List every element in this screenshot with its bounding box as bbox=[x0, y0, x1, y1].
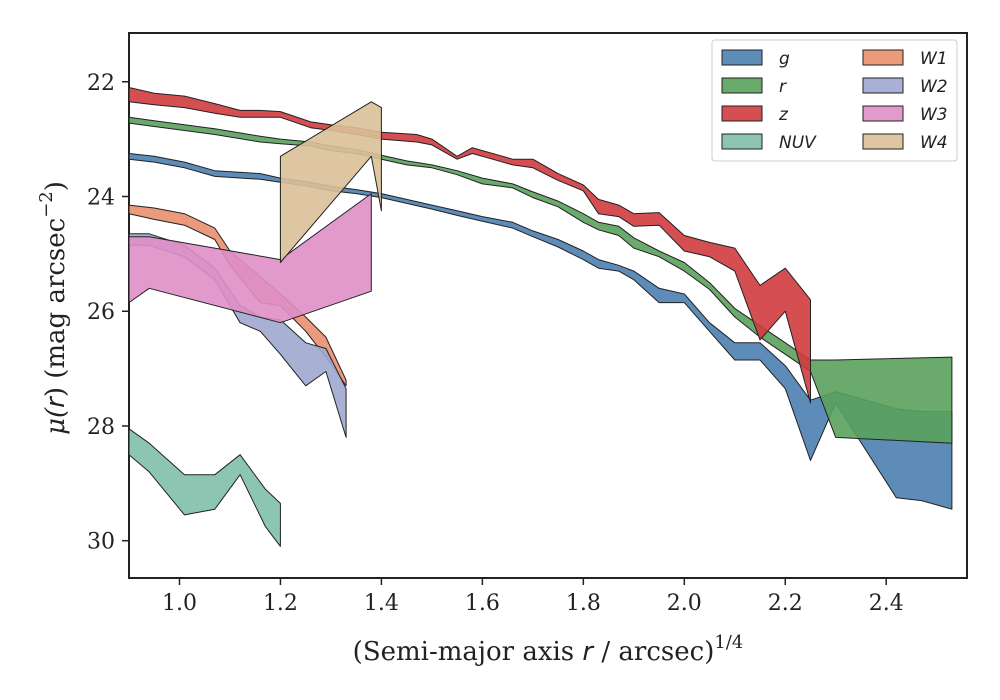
legend-swatch-nuv bbox=[721, 133, 763, 150]
x-tick-label: 2.4 bbox=[869, 591, 904, 616]
series-band-g bbox=[128, 153, 953, 510]
legend-swatch-w2 bbox=[862, 77, 904, 94]
legend: grz NUV W1 W2 W3 W4 bbox=[711, 39, 958, 162]
legend-label-nuv: NUV bbox=[779, 133, 817, 153]
legend-swatch-z bbox=[721, 105, 763, 122]
x-axis-ticks: 1.0 1.2 1.4 1.6 1.8 2.0 2.2 2.4 bbox=[162, 578, 904, 616]
x-tick-label: 1.6 bbox=[465, 591, 500, 616]
legend-label-z: z bbox=[778, 105, 789, 125]
series-band-w4 bbox=[279, 101, 382, 263]
x-tick-label: 1.2 bbox=[263, 591, 298, 616]
legend-label-w2: W2 bbox=[920, 77, 948, 97]
y-tick-label: 28 bbox=[87, 415, 115, 440]
y-axis-label: μ(r) (mag arcsec−2) bbox=[36, 181, 71, 435]
y-tick-label: 26 bbox=[87, 300, 115, 325]
legend-label-w4: W4 bbox=[920, 133, 948, 153]
legend-swatch-r bbox=[721, 77, 763, 94]
y-tick-label: 24 bbox=[87, 186, 115, 211]
y-tick-label: 30 bbox=[87, 530, 115, 555]
legend-swatch-w3 bbox=[862, 105, 904, 122]
legend-frame bbox=[711, 39, 958, 162]
x-tick-label: 1.4 bbox=[364, 591, 399, 616]
legend-items: grz NUV W1 W2 W3 W4 bbox=[721, 49, 948, 153]
x-axis-label: (Semi-major axis r / arcsec)1/4 bbox=[353, 632, 744, 667]
series-band-nuv bbox=[128, 428, 281, 547]
x-tick-label: 2.0 bbox=[667, 591, 702, 616]
series-band-w1 bbox=[128, 204, 347, 387]
legend-label-r: r bbox=[779, 77, 787, 97]
series-band-w3 bbox=[128, 193, 372, 324]
x-tick-label: 1.8 bbox=[566, 591, 601, 616]
y-tick-label: 22 bbox=[87, 71, 115, 96]
series-layer bbox=[128, 87, 953, 547]
legend-label-g: g bbox=[779, 49, 790, 69]
y-axis-ticks: 22 24 26 28 30 bbox=[87, 71, 129, 555]
legend-label-w1: W1 bbox=[920, 49, 948, 69]
x-tick-label: 2.2 bbox=[768, 591, 803, 616]
x-tick-label: 1.0 bbox=[162, 591, 197, 616]
plot-frame bbox=[128, 32, 968, 579]
legend-label-w3: W3 bbox=[920, 105, 948, 125]
legend-swatch-w1 bbox=[862, 49, 904, 66]
legend-swatch-w4 bbox=[862, 133, 904, 150]
legend-swatch-g bbox=[721, 49, 763, 66]
